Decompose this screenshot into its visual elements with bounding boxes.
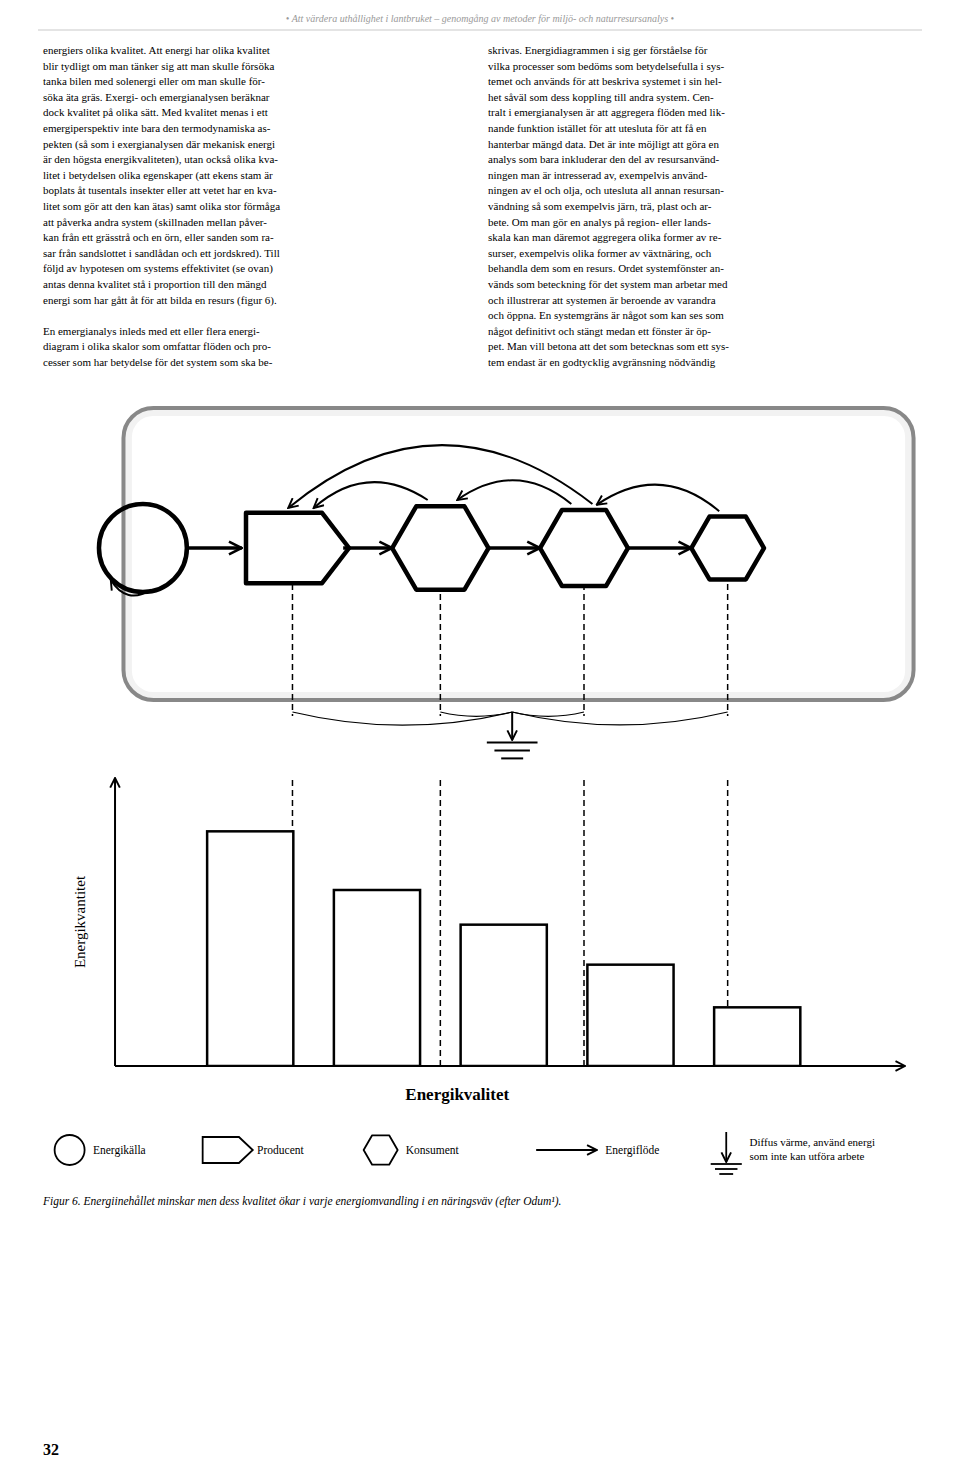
legend-label: Konsument xyxy=(406,1144,460,1156)
flow-arrow xyxy=(489,546,541,550)
legend-label: Energikälla xyxy=(93,1144,146,1157)
heat-sink xyxy=(487,741,538,743)
diagram-frame xyxy=(123,408,913,700)
heat-sink xyxy=(501,757,523,759)
page: • Att värdera uthållighet i lantbruket –… xyxy=(0,0,960,1470)
bar xyxy=(334,890,420,1066)
drop-line xyxy=(440,584,442,716)
legend-heat xyxy=(725,1132,727,1162)
figure-caption: Figur 6. Energiinehållet minskar men des… xyxy=(42,1195,561,1208)
consumer-node xyxy=(691,517,764,580)
x-axis xyxy=(115,1065,905,1067)
sink-line xyxy=(512,712,727,725)
header: • Att värdera uthållighet i lantbruket –… xyxy=(286,13,675,24)
legend-label: Energiflöde xyxy=(605,1144,659,1157)
consumer-node xyxy=(392,506,488,589)
body-text: skrivas. Energidiagrammen i sig ger förs… xyxy=(488,44,729,368)
y-axis-label: Energikvantitet xyxy=(72,875,88,968)
legend-label: som inte kan utföra arbete xyxy=(750,1150,865,1162)
flow-arrow xyxy=(628,546,691,550)
drop-line xyxy=(727,584,729,716)
sink-line xyxy=(292,712,512,725)
bar xyxy=(461,925,547,1066)
bar xyxy=(714,1007,800,1066)
body-text: energiers olika kvalitet. Att energi har… xyxy=(43,44,280,368)
page-number: 32 xyxy=(43,1441,59,1458)
drop-line xyxy=(583,584,585,716)
legend-heat xyxy=(715,1168,737,1170)
bar-chart: Energikvantitet Energikvalitet xyxy=(72,778,905,1104)
flow-arrow xyxy=(343,546,392,550)
guide-line xyxy=(440,778,442,1066)
legend-source xyxy=(55,1135,85,1165)
diagram-inner xyxy=(132,416,905,692)
flow-arrow xyxy=(511,712,513,740)
consumer-node xyxy=(540,510,628,586)
energy-diagram xyxy=(99,408,914,758)
legend-heat xyxy=(711,1163,742,1165)
flow-arrow xyxy=(314,482,428,508)
bar xyxy=(587,965,673,1066)
drop-line xyxy=(292,584,294,716)
flow-arrow xyxy=(187,546,242,550)
legend-label: Producent xyxy=(257,1144,304,1156)
source-node xyxy=(99,504,187,592)
sink-line xyxy=(440,712,512,716)
flow-arrow xyxy=(288,445,592,508)
header-rule xyxy=(38,30,922,31)
diagram-legend: Energikälla Producent Konsument Energiflöde… xyxy=(55,1132,875,1174)
legend-heat xyxy=(719,1173,733,1175)
legend-flow xyxy=(536,1149,596,1151)
y-axis xyxy=(114,778,116,1066)
guide-line xyxy=(583,778,585,1066)
bar xyxy=(207,831,293,1066)
producer-node xyxy=(246,513,349,583)
flow-arrow xyxy=(111,580,152,596)
legend-label: Diffus värme, använd energi xyxy=(750,1136,875,1148)
flow-arrow xyxy=(597,485,720,512)
legend-consumer xyxy=(364,1135,398,1164)
bars xyxy=(207,831,800,1066)
legend-producer xyxy=(203,1137,253,1163)
flow-arrow xyxy=(457,480,571,504)
x-axis-label: Energikvalitet xyxy=(405,1085,509,1104)
heat-sink xyxy=(494,749,529,751)
